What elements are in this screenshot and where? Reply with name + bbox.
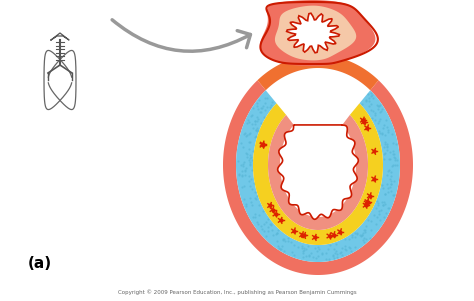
FancyArrowPatch shape bbox=[112, 20, 250, 51]
Polygon shape bbox=[287, 13, 339, 53]
Polygon shape bbox=[236, 90, 400, 262]
Polygon shape bbox=[278, 125, 358, 219]
Text: Copyright © 2009 Pearson Education, Inc., publishing as Pearson Benjamin Cumming: Copyright © 2009 Pearson Education, Inc.… bbox=[118, 289, 356, 295]
Polygon shape bbox=[223, 80, 413, 275]
Polygon shape bbox=[268, 115, 368, 230]
Polygon shape bbox=[275, 6, 356, 61]
Polygon shape bbox=[260, 0, 375, 66]
Text: (a): (a) bbox=[28, 256, 52, 271]
Polygon shape bbox=[257, 55, 379, 90]
Polygon shape bbox=[253, 103, 383, 245]
